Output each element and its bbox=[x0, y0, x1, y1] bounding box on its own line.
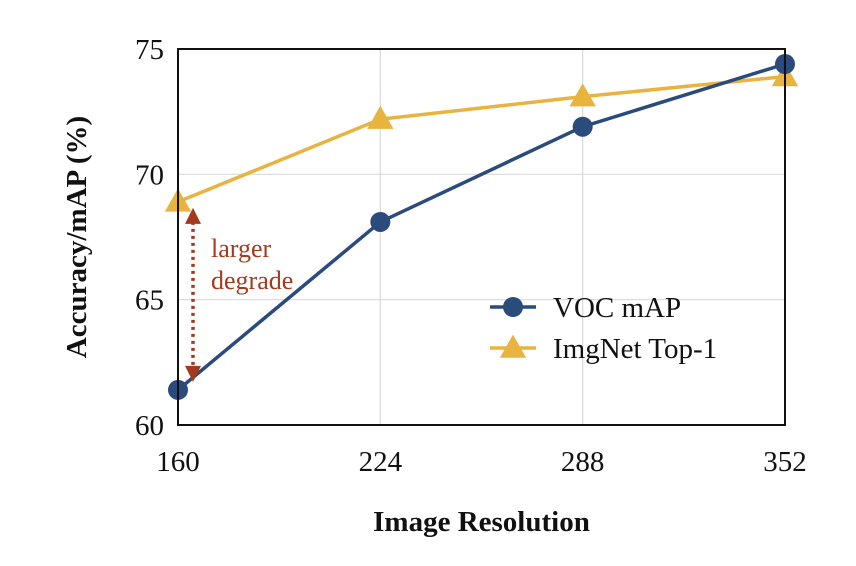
degrade-arrow-head-bottom bbox=[185, 365, 201, 382]
legend-label-imgnet: ImgNet Top-1 bbox=[553, 333, 717, 365]
y-axis-title: Accuracy/mAP (%) bbox=[61, 116, 93, 358]
y-tick-label: 65 bbox=[135, 285, 164, 317]
degrade-annotation-line1: larger bbox=[211, 234, 271, 263]
series-line-voc bbox=[176, 62, 786, 392]
legend-marker-circle bbox=[503, 297, 523, 317]
tick-labels: 160 224 288 352 60 65 70 75 bbox=[135, 34, 807, 478]
legend-item-imgnet: ImgNet Top-1 bbox=[490, 333, 717, 365]
degrade-annotation-line2: degrade bbox=[211, 266, 293, 295]
degrade-arrow-head-top bbox=[185, 207, 201, 224]
series-line-imgnet bbox=[177, 74, 786, 204]
legend-label-voc: VOC mAP bbox=[553, 292, 681, 324]
data-point-imgnet bbox=[569, 83, 596, 107]
x-tick-label: 160 bbox=[156, 446, 200, 478]
x-tick-label: 352 bbox=[763, 446, 807, 478]
x-tick-label: 224 bbox=[359, 446, 403, 478]
data-point-voc bbox=[370, 211, 391, 232]
plot-frame bbox=[177, 48, 786, 426]
degrade-annotation: larger degrade bbox=[185, 207, 293, 382]
x-tick-label: 288 bbox=[561, 446, 605, 478]
legend-item-voc: VOC mAP bbox=[490, 292, 681, 324]
y-tick-label: 75 bbox=[135, 34, 164, 66]
legend: VOC mAP ImgNet Top-1 bbox=[490, 292, 717, 365]
y-tick-label: 60 bbox=[135, 410, 164, 442]
legend-marker-triangle bbox=[499, 334, 527, 358]
data-point-voc bbox=[572, 116, 593, 137]
data-point-imgnet bbox=[367, 105, 394, 129]
y-tick-label: 70 bbox=[135, 159, 164, 191]
x-axis-title: Image Resolution bbox=[373, 506, 590, 538]
